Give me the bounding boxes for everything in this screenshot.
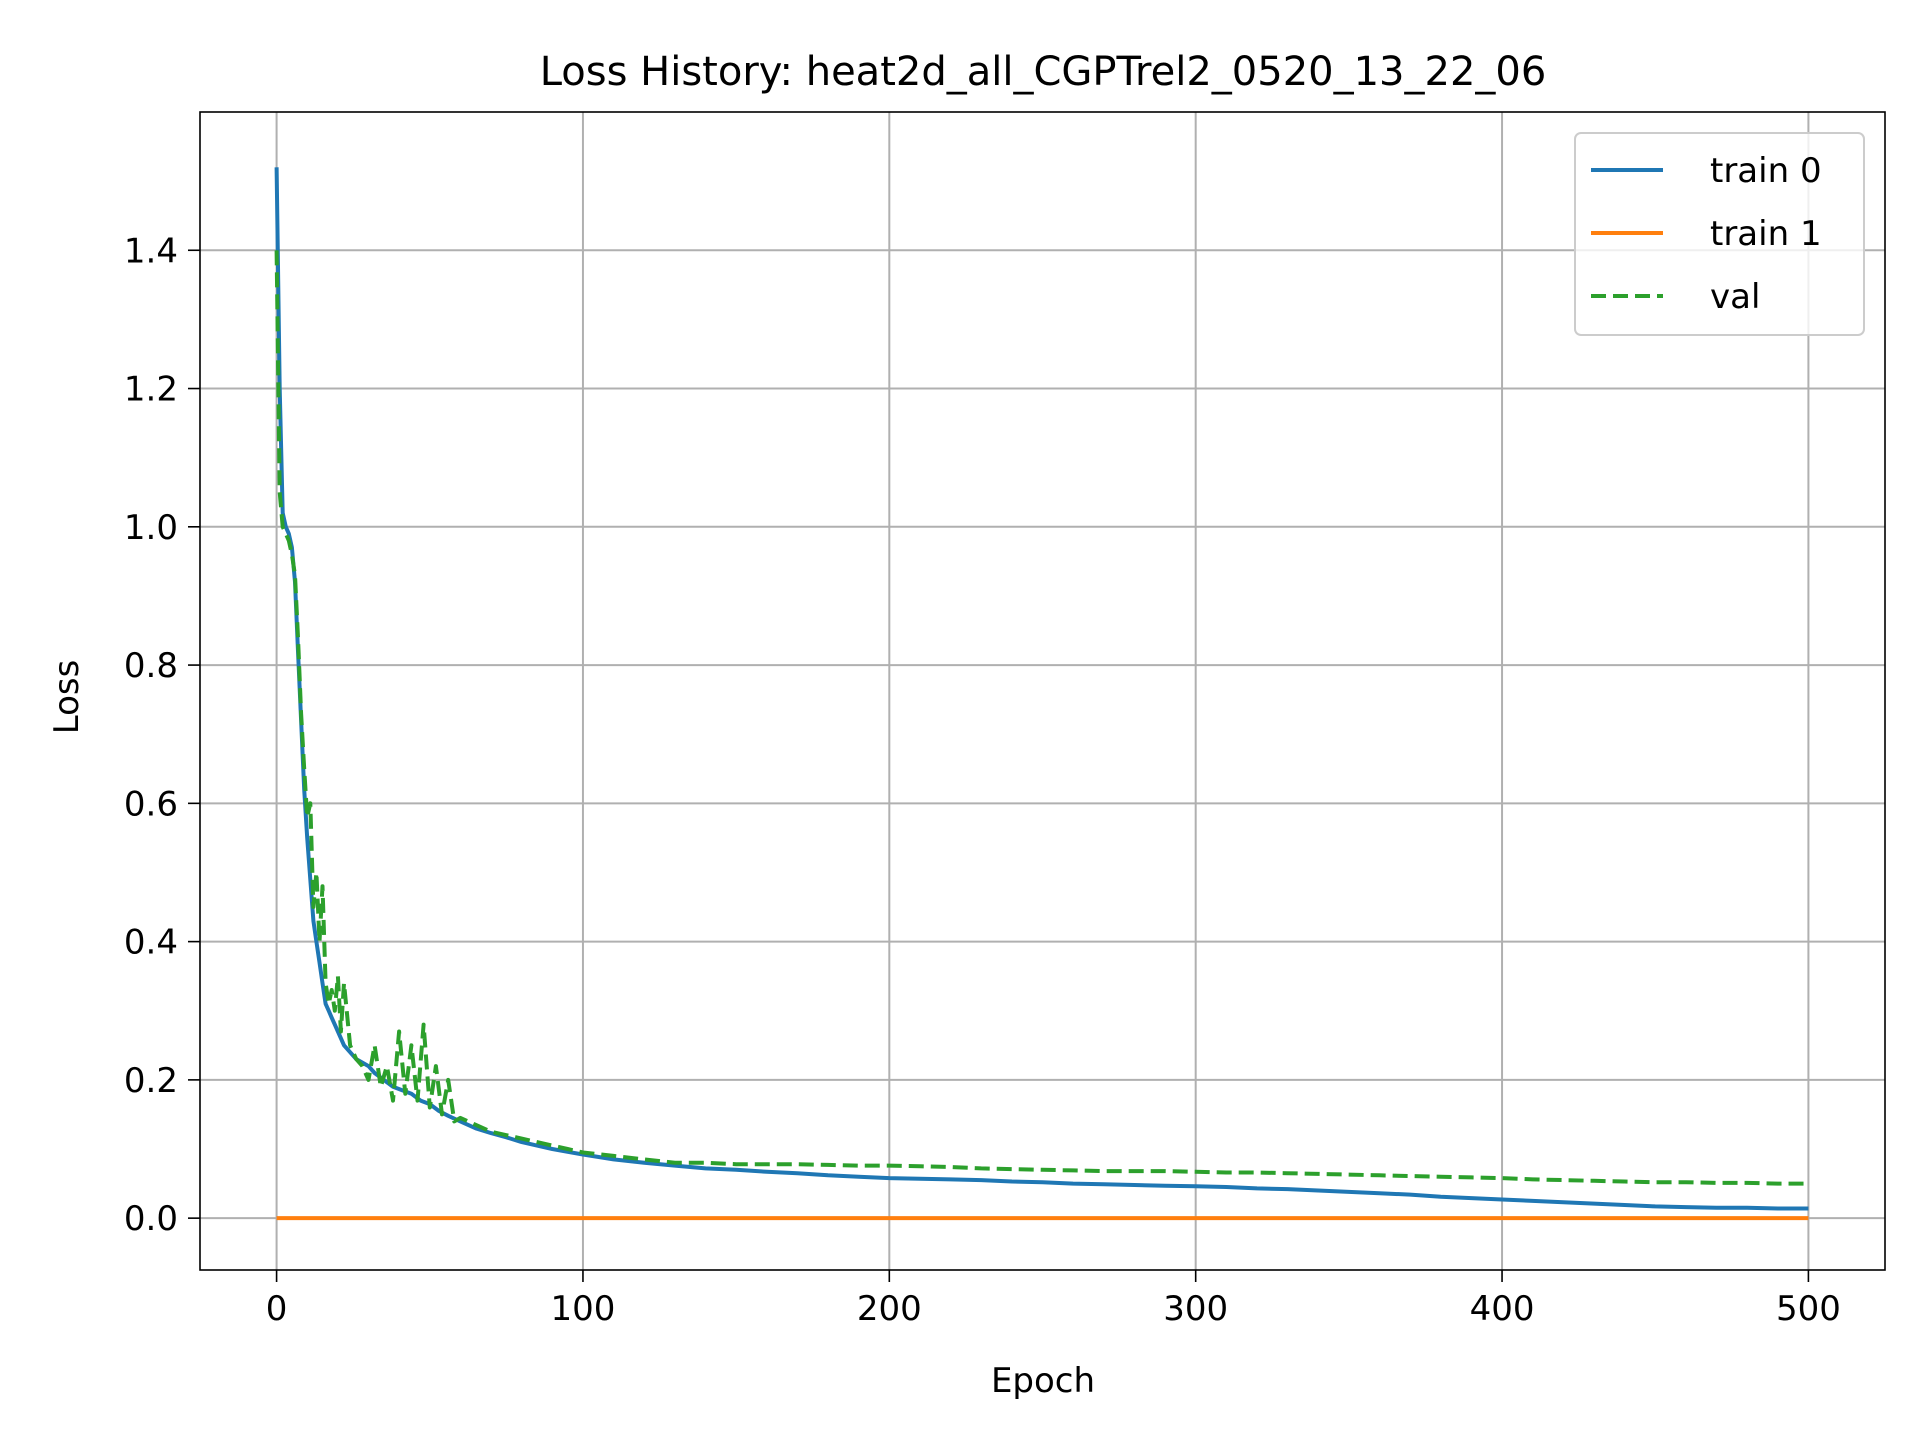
legend-label-train-0: train 0: [1710, 151, 1822, 191]
axis-ticks: 0 100 200 300 400 500 0.0 0.2 0.4 0.6 0.8 1.0 1.2 1.4: [124, 231, 1841, 1329]
x-axis-label: Epoch: [991, 1361, 1095, 1401]
legend-box: [1574, 132, 1865, 336]
y-tick-label: 1.4: [124, 231, 178, 271]
y-tick-label: 1.2: [124, 370, 178, 410]
y-tick-label: 0.4: [124, 923, 178, 963]
x-tick-label: 0: [266, 1289, 288, 1329]
x-tick-label: 300: [1163, 1289, 1228, 1329]
series-line-val: [274, 250, 1809, 1186]
series-line-train-0: [274, 167, 1809, 1211]
legend: train 0 train 1 val: [1574, 132, 1865, 336]
legend-label-train-1: train 1: [1710, 214, 1822, 254]
legend-label-val: val: [1710, 277, 1760, 317]
x-tick-label: 400: [1470, 1289, 1535, 1329]
y-tick-label: 0.0: [124, 1199, 178, 1239]
x-tick-label: 100: [551, 1289, 616, 1329]
y-tick-label: 1.0: [124, 508, 178, 548]
series-lines: [274, 167, 1809, 1221]
chart-title: Loss History: heat2d_all_CGPTrel2_0520_1…: [540, 49, 1547, 95]
x-tick-label: 500: [1776, 1289, 1841, 1329]
y-tick-label: 0.6: [124, 784, 178, 824]
y-tick-label: 0.8: [124, 646, 178, 686]
grid-lines: [200, 112, 1885, 1270]
x-tick-label: 200: [857, 1289, 922, 1329]
y-axis-label: Loss: [47, 660, 87, 735]
plot-area-frame: [199, 111, 1886, 1271]
y-tick-label: 0.2: [124, 1061, 178, 1101]
